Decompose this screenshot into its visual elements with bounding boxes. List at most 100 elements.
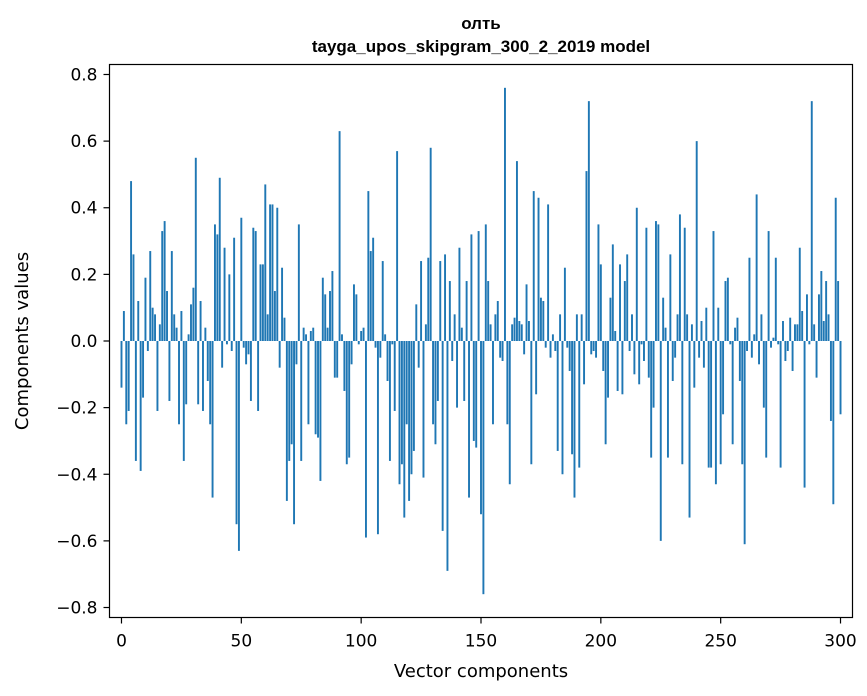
bar-148 [475, 341, 478, 448]
bar-243 [702, 341, 705, 368]
bar-227 [664, 327, 667, 341]
bar-70 [288, 341, 291, 461]
bar-137 [448, 281, 451, 341]
bar-217 [640, 341, 643, 345]
bar-260 [743, 341, 746, 545]
bar-103 [367, 191, 370, 341]
bar-49 [237, 341, 240, 551]
bar-297 [832, 341, 835, 505]
bar-163 [511, 324, 514, 341]
bar-165 [515, 161, 518, 341]
bar-106 [374, 341, 377, 348]
bar-259 [741, 341, 744, 465]
x-axis-label: Vector components [394, 661, 568, 682]
bar-229 [669, 254, 672, 341]
bar-110 [384, 334, 387, 341]
bar-187 [568, 341, 571, 371]
bar-273 [774, 257, 777, 341]
bar-96 [350, 341, 353, 365]
bar-294 [825, 281, 828, 341]
bar-5 [132, 254, 135, 341]
bar-63 [271, 204, 274, 341]
bar-242 [700, 321, 703, 341]
bar-64 [273, 291, 276, 341]
bar-246 [710, 341, 713, 468]
bar-44 [225, 341, 228, 345]
bar-72 [293, 341, 296, 525]
bar-78 [307, 341, 310, 425]
bar-231 [674, 341, 677, 358]
bar-298 [834, 197, 837, 341]
bar-282 [796, 324, 799, 341]
bar-42 [221, 341, 224, 368]
bar-287 [808, 341, 811, 345]
bar-40 [216, 234, 219, 341]
bar-142 [460, 327, 463, 341]
bar-121 [410, 341, 413, 475]
bar-143 [463, 341, 466, 401]
bar-164 [513, 317, 516, 341]
bar-183 [559, 314, 562, 341]
bar-45 [228, 274, 231, 341]
bar-235 [683, 227, 686, 341]
bar-280 [791, 341, 794, 371]
y-axis-ticks: −0.8 −0.6 −0.4 −0.2 0.0 0.2 0.4 0.6 0.8 [56, 65, 110, 619]
bar-176 [542, 301, 545, 341]
bar-34 [202, 341, 204, 411]
bar-116 [398, 341, 401, 485]
bar-170 [527, 321, 530, 341]
bar-90 [336, 341, 339, 378]
bar-4 [130, 181, 133, 341]
bar-159 [501, 341, 504, 361]
bar-184 [561, 341, 564, 475]
bar-228 [666, 341, 669, 458]
bar-91 [338, 131, 341, 341]
bar-152 [484, 224, 487, 341]
bar-124 [417, 341, 420, 368]
bar-300 [839, 341, 842, 415]
bar-226 [662, 297, 665, 341]
bar-196 [590, 341, 593, 355]
bar-13 [151, 307, 154, 341]
bar-99 [357, 341, 360, 345]
bar-47 [233, 237, 236, 341]
bar-212 [628, 341, 631, 351]
bar-36 [206, 341, 209, 381]
bar-289 [813, 324, 816, 341]
bar-263 [750, 341, 753, 358]
bar-276 [782, 321, 784, 341]
bar-153 [487, 281, 490, 341]
bar-127 [424, 324, 427, 341]
bar-28 [187, 334, 190, 341]
bar-157 [496, 301, 499, 341]
y-tick-label: −0.2 [56, 399, 97, 419]
bar-0 [120, 341, 123, 388]
bar-151 [482, 341, 485, 595]
y-tick-label: −0.4 [56, 465, 97, 485]
bar-93 [343, 341, 346, 391]
bar-16 [158, 324, 161, 341]
bar-216 [638, 341, 641, 385]
y-tick-label: −0.8 [56, 599, 97, 619]
bar-107 [376, 341, 379, 535]
bar-173 [535, 341, 538, 395]
bar-162 [508, 341, 511, 485]
bar-20 [168, 341, 171, 401]
bar-61 [266, 314, 269, 341]
bar-89 [333, 341, 336, 378]
bar-83 [319, 341, 322, 481]
bar-278 [786, 341, 789, 351]
bar-214 [633, 341, 636, 375]
bar-7 [137, 301, 140, 341]
bar-189 [573, 341, 576, 498]
bar-131 [434, 341, 437, 445]
bar-12 [149, 251, 152, 341]
bar-274 [777, 341, 780, 345]
bar-175 [539, 297, 542, 341]
bar-257 [736, 317, 739, 341]
bar-2 [125, 341, 128, 425]
bar-292 [820, 271, 823, 341]
bar-195 [587, 101, 590, 341]
bar-19 [166, 291, 168, 341]
bar-291 [817, 294, 820, 341]
